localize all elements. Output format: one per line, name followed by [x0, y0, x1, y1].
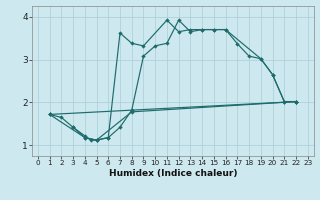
X-axis label: Humidex (Indice chaleur): Humidex (Indice chaleur)	[108, 169, 237, 178]
